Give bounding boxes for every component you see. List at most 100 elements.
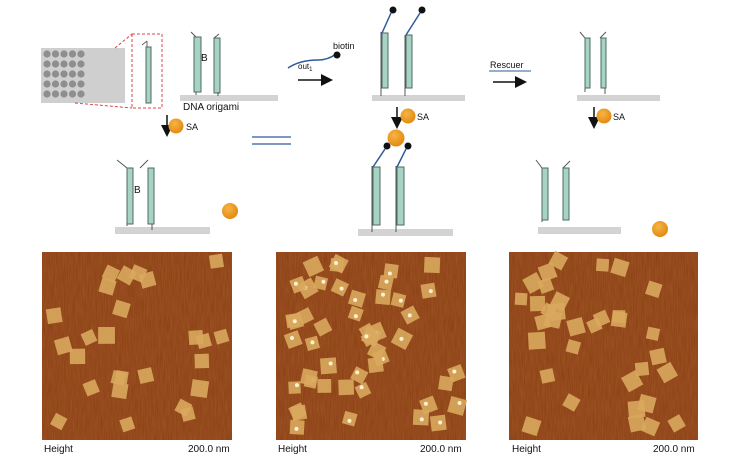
streptavidin-spot (387, 271, 392, 276)
origami-tile (49, 412, 68, 431)
origami-tile (649, 347, 667, 366)
state-1-origami: B DNA origami (180, 31, 278, 113)
origami-tile (367, 356, 384, 374)
origami-tile (562, 393, 581, 412)
streptavidin-spot (398, 298, 403, 303)
surface (180, 95, 278, 101)
streptavidin-spot (294, 426, 299, 431)
origami-tile (111, 381, 129, 400)
origami-tile (390, 292, 407, 308)
origami-tile (627, 414, 647, 433)
origami-tile (288, 381, 301, 394)
streptavidin-spot (292, 319, 297, 324)
origami-tile (350, 366, 369, 385)
streptavidin-spot (290, 336, 295, 341)
streptavidin-spot (353, 298, 358, 303)
origami-tile (137, 367, 155, 385)
dna-origami-label: DNA origami (183, 102, 239, 113)
origami-tile (285, 312, 301, 329)
sa-steps: SA SA SA (161, 107, 625, 137)
state-3-rescued (577, 31, 660, 101)
afm-panel-1: Height 200.0 nm (42, 252, 232, 455)
origami-tile (565, 339, 582, 355)
streptavidin-spot (321, 279, 326, 284)
origami-tile (667, 414, 686, 433)
origami-tile (180, 406, 196, 422)
streptavidin-sphere-icon (652, 221, 668, 237)
origami-tile (45, 307, 63, 325)
origami-tile (80, 329, 98, 346)
streptavidin-spot (381, 292, 386, 297)
origami-tile (328, 253, 349, 274)
add-biotin-step: biotin out1 (287, 41, 355, 86)
origami-tile (101, 264, 121, 283)
origami-tile (640, 416, 661, 437)
streptavidin-spot (293, 281, 298, 286)
origami-tile (656, 361, 679, 384)
panel-caption: Height (512, 444, 541, 455)
origami-tile (420, 282, 437, 299)
panel-caption: Height (278, 444, 307, 455)
origami-tile (338, 379, 355, 396)
array-dots (43, 50, 85, 98)
streptavidin-spot (428, 289, 433, 294)
origami-tile (549, 291, 571, 312)
origami-tile (300, 368, 318, 387)
origami-tile (347, 305, 364, 322)
origami-tile (375, 289, 392, 305)
origami-tile (566, 316, 586, 337)
origami-tile (621, 370, 644, 393)
streptavidin-spot (294, 383, 299, 388)
streptavidin-spot (438, 420, 443, 425)
origami-tile (595, 258, 610, 272)
streptavidin-sphere-icon (168, 118, 184, 134)
origami-tile (112, 299, 131, 319)
origami-tile (69, 348, 86, 365)
streptavidin-spot (419, 417, 424, 422)
origami-tile (645, 326, 661, 341)
origami-tile (194, 353, 210, 369)
sa-label: SA (417, 112, 429, 122)
streptavidin-spot (457, 401, 462, 406)
streptavidin-spot (328, 361, 333, 366)
origami-tile (313, 275, 329, 291)
streptavidin-spot (353, 314, 358, 319)
origami-tile (383, 263, 399, 279)
origami-tile (592, 309, 611, 328)
dna-strand-pair (190, 31, 221, 96)
origami-tile (412, 409, 430, 426)
biotin-dot-icon (333, 51, 341, 59)
scale-label: 200.0 nm (188, 444, 230, 455)
streptavidin-spot (347, 418, 352, 423)
origami-tile (423, 256, 441, 274)
origami-tile (188, 329, 204, 346)
biotin-label: biotin (333, 41, 355, 51)
origami-tile (302, 255, 325, 278)
streptavidin-spot (407, 313, 412, 318)
origami-tile (313, 317, 333, 337)
origami-tile (208, 253, 224, 269)
result-3 (535, 159, 668, 237)
origami-tile (529, 295, 546, 312)
afm-panels: Height 200.0 nm Height 200.0 nm Height 2… (42, 250, 698, 455)
origami-tile (438, 375, 454, 392)
streptavidin-spot (364, 334, 369, 339)
strand-b-label: B (201, 53, 208, 64)
streptavidin-spot (339, 286, 344, 291)
origami-tile (612, 310, 626, 323)
origami-tile (634, 361, 650, 377)
streptavidin-spot (359, 385, 364, 390)
origami-tile (610, 257, 630, 278)
scale-label: 200.0 nm (653, 444, 695, 455)
streptavidin-sphere-icon (596, 108, 612, 124)
origami-tile (537, 277, 555, 295)
origami-tile (341, 410, 358, 427)
result-2-bound (358, 129, 453, 236)
origami-tile (354, 381, 372, 399)
equals-icon (252, 136, 291, 145)
state-2-biotinylated (372, 6, 465, 101)
rescuer-label: Rescuer (490, 60, 524, 70)
streptavidin-spot (334, 261, 339, 266)
origami-tile (110, 370, 127, 386)
